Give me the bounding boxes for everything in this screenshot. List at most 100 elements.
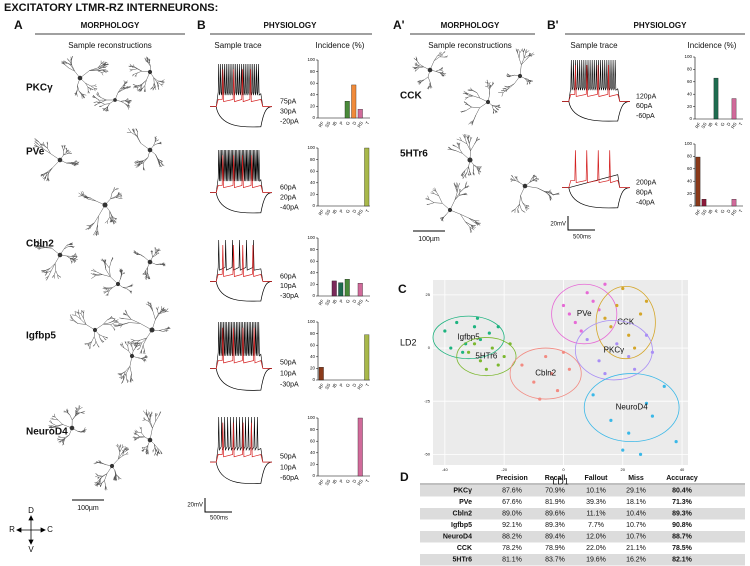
panel-heading: MORPHOLOGY <box>441 21 500 30</box>
panel-subheading: Incidence (%) <box>316 41 365 50</box>
x-tick-label: SS <box>700 209 707 217</box>
bar <box>318 367 324 381</box>
x-tick-label: RF <box>318 478 325 486</box>
table-cell: 78.9% <box>545 545 565 552</box>
scatter-point <box>627 333 631 337</box>
neuron-soma <box>467 157 473 163</box>
y-tick-label: 80 <box>310 247 316 252</box>
cell-type-label: CCK <box>400 91 422 102</box>
neuron-soma <box>92 327 98 333</box>
trace-hyper <box>562 101 631 122</box>
x-tick-label: D <box>726 121 732 127</box>
panel-heading: PHYSIOLOGY <box>264 21 318 30</box>
scatter-point <box>621 286 625 291</box>
scatter-point <box>555 388 560 393</box>
x-tick-label: SS <box>324 299 331 307</box>
x-tick-label: D <box>351 382 357 388</box>
neuron-soma <box>129 353 135 359</box>
scatter-point <box>638 312 643 316</box>
scatter-point <box>487 331 491 335</box>
y-tick-label: 0 <box>689 203 692 208</box>
trace-hyper <box>562 187 631 209</box>
y-tick-label: 80 <box>310 427 316 432</box>
table-cell: 10.7% <box>626 534 646 541</box>
table-cell: 29.1% <box>626 488 646 495</box>
panel-subheading: Sample trace <box>214 41 262 50</box>
table-cell: 7.7% <box>588 522 604 529</box>
y-tick-label: 60 <box>310 438 316 443</box>
compass-label: D <box>28 506 34 515</box>
neuron-dendrites <box>92 80 132 112</box>
x-tick-label: SS <box>324 479 331 487</box>
trace-hyper <box>210 192 273 214</box>
neuron-dendrites <box>128 56 165 93</box>
panel-subheading: Sample reconstructions <box>428 41 512 50</box>
table-cell: 10.1% <box>586 488 606 495</box>
y-tick-label: 40 <box>310 354 316 359</box>
x-tick-label: RS <box>730 122 737 130</box>
y-tick-label: 20 <box>687 191 693 196</box>
scatter-point <box>455 320 459 325</box>
x-tick-label: D <box>351 298 357 304</box>
trace-subthreshold <box>210 327 272 369</box>
scatter-point <box>449 346 453 350</box>
y-tick-label: 100 <box>307 57 315 62</box>
table-header: Precision <box>496 475 528 482</box>
table-cell: 67.6% <box>502 499 522 506</box>
y-tick-label: 20 <box>310 104 316 109</box>
cell-type-label: 5HTr6 <box>400 149 428 160</box>
neuron-soma <box>102 202 108 208</box>
x-tick-label: IB <box>331 299 337 305</box>
table-header: Fallout <box>585 475 609 482</box>
scale-bar <box>204 498 232 513</box>
compass <box>16 515 46 545</box>
neuron-soma <box>147 147 153 153</box>
scatter-point <box>573 320 577 325</box>
trace-spiking <box>562 59 630 102</box>
table-header: Accuracy <box>666 475 698 482</box>
y-tick-label: 20 <box>687 104 693 109</box>
neuron-soma <box>115 281 121 287</box>
scale-label: 500ms <box>573 235 591 241</box>
scatter-point <box>443 329 447 333</box>
y-tick-label: 25 <box>426 292 431 297</box>
x-tick-label: IB <box>331 209 337 215</box>
table-cell: 11.1% <box>586 511 605 518</box>
current-label: 50pA <box>280 360 297 367</box>
scatter-point <box>567 312 571 316</box>
neuron-dendrites <box>69 309 119 350</box>
x-tick-label: SS <box>324 121 331 129</box>
trace-subthreshold <box>562 64 630 102</box>
bar <box>331 280 337 297</box>
scatter-point <box>615 342 619 346</box>
table-cell: Cbln2 <box>453 511 473 518</box>
current-label: -60pA <box>280 475 299 482</box>
y-tick-label: 100 <box>684 54 692 59</box>
table-cell: 10.4% <box>626 511 646 518</box>
scatter-point <box>579 329 583 333</box>
current-label: 50pA <box>280 454 297 461</box>
scatter-point <box>490 346 494 350</box>
scatter-point <box>550 371 554 376</box>
y-tick-label: 0 <box>312 115 315 120</box>
neuron-soma <box>57 157 63 163</box>
x-tick-label: G <box>345 208 351 214</box>
table-row <box>420 508 745 520</box>
scatter-point <box>585 337 589 342</box>
panel-subheading: Incidence (%) <box>688 41 737 50</box>
panel-letter: A <box>14 18 23 32</box>
trace-subthreshold <box>210 422 272 463</box>
neuron-soma <box>447 207 453 213</box>
neuron-dendrites <box>133 247 166 280</box>
neuron-dendrites <box>132 409 163 457</box>
x-tick-label: P <box>714 209 720 214</box>
cell-type-label: NeuroD4 <box>26 427 68 438</box>
x-tick-label: T <box>738 208 744 213</box>
y-tick-label: 0 <box>312 377 315 382</box>
current-label: 60pA <box>280 184 297 191</box>
neuron-dendrites <box>447 133 482 180</box>
neuron-soma <box>147 259 153 265</box>
scatter-point <box>461 350 465 354</box>
compass-label: C <box>47 525 53 534</box>
current-label: 75pA <box>280 98 297 105</box>
